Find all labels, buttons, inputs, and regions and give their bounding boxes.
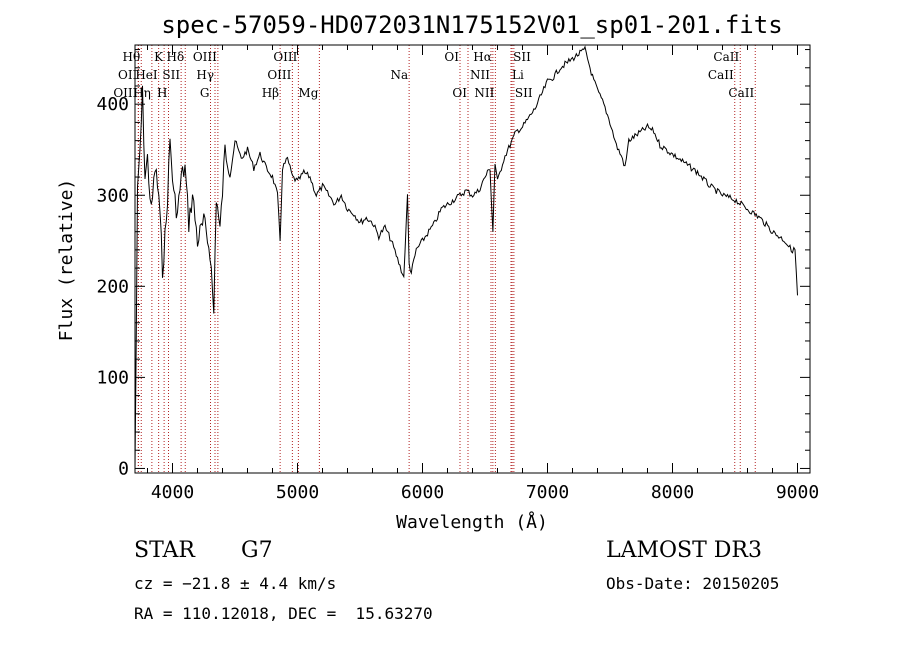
plot-frame [134,44,811,474]
line-label: CaII [708,68,734,82]
line-label: K [154,50,164,64]
line-label: OI [444,50,459,64]
line-label: SII [162,68,180,82]
x-tick-label: 4000 [151,482,194,503]
spectral-line-labels: OIIOIIIHθHηHeIKHSIIHδGHγOIIIHβOIIIOIIIMg… [113,50,754,100]
line-label: HeI [135,68,158,82]
line-label: OIII [267,68,291,82]
line-label: OI [452,86,467,100]
spectrum-line [134,45,798,469]
y-tick-label: 400 [96,94,129,115]
x-tick-label: 8000 [651,482,694,503]
obs-date-text: Obs-Date: 20150205 [606,574,780,593]
x-tick-label: 9000 [776,482,819,503]
x-tick-label: 5000 [276,482,319,503]
spectral-line-markers [137,45,756,473]
coordinates-text: RA = 110.12018, DEC = 15.63270 [134,604,433,623]
redshift-text: cz = −21.8 ± 4.4 km/s [134,574,337,593]
object-class: STAR [134,538,195,563]
line-label: CaII [728,86,754,100]
line-label: OII [118,68,138,82]
y-tick-label: 300 [96,185,129,206]
line-label: OIII [113,86,137,100]
line-label: SII [513,50,531,64]
line-label: OIII [193,50,217,64]
x-axis-ticks: 4000 5000 6000 7000 8000 9000 [147,45,819,503]
line-label: Mg [298,86,318,100]
line-label: NII [470,68,490,82]
line-label: Hγ [196,68,214,82]
line-label: NII [474,86,494,100]
line-label: Hδ [167,50,185,64]
y-axis-label: Flux (relative) [56,179,77,342]
line-label: G [200,86,210,100]
line-label: CaII [713,50,739,64]
x-tick-label: 7000 [526,482,569,503]
line-label: Na [390,68,408,82]
line-label: Hα [473,50,492,64]
x-tick-label: 6000 [401,482,444,503]
line-label: Li [512,68,524,82]
y-tick-label: 0 [118,458,129,479]
x-axis-label: Wavelength (Å) [396,511,548,533]
object-subclass: G7 [241,538,273,563]
line-label: Hθ [123,50,141,64]
line-label: SII [515,86,533,100]
y-axis-ticks: 0 100 200 300 400 [96,49,810,479]
line-label: Hβ [262,86,279,100]
y-tick-label: 200 [96,276,129,297]
line-label: H [157,86,167,100]
chart-title: spec-57059-HD072031N175152V01_sp01-201.f… [161,11,782,39]
y-tick-label: 100 [96,367,129,388]
line-label: OIII [273,50,297,64]
survey-name: LAMOST DR3 [606,538,762,563]
